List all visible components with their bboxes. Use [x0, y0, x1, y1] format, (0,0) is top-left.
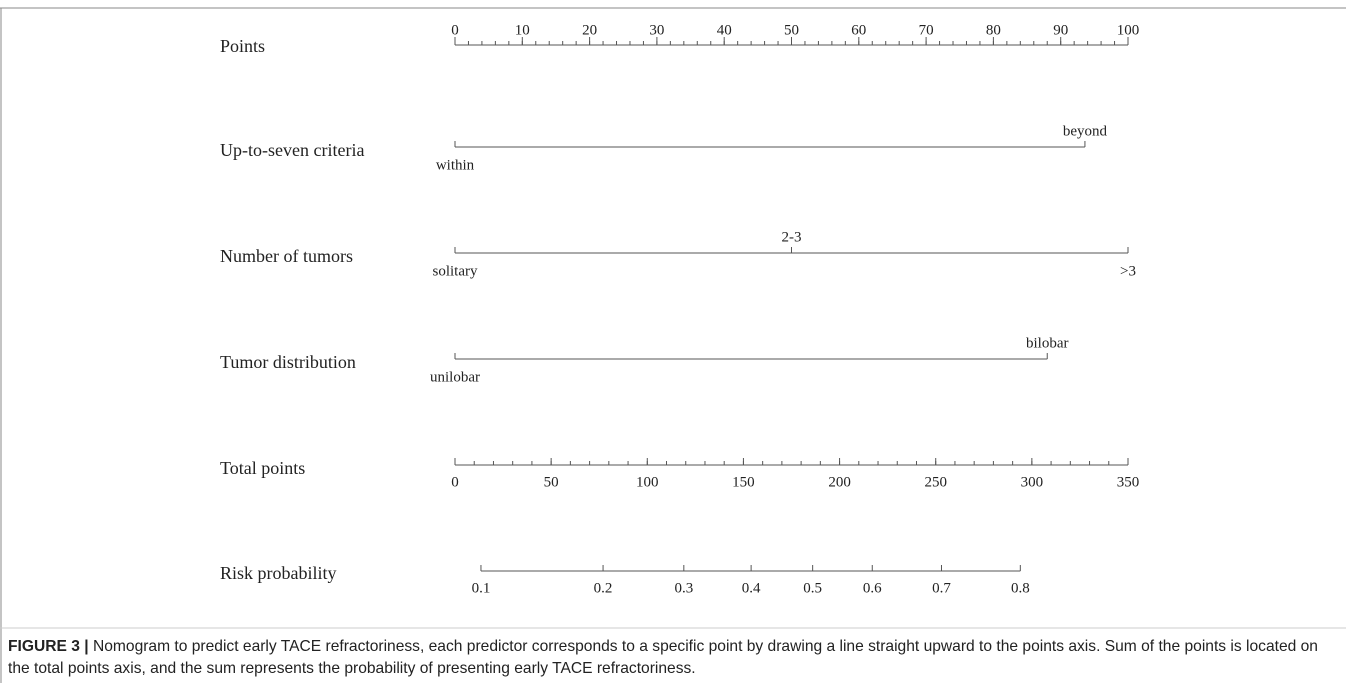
tick-label: 300 [1021, 474, 1044, 490]
row-label: Number of tumors [220, 246, 353, 266]
row-label: Points [220, 36, 265, 56]
level-label: >3 [1120, 263, 1136, 279]
row-label: Tumor distribution [220, 352, 356, 372]
tick-label: 150 [732, 474, 755, 490]
tick-label: 200 [828, 474, 851, 490]
tick-label: 30 [649, 22, 664, 38]
tick-label: 80 [986, 22, 1001, 38]
tick-label: 0.7 [932, 580, 951, 596]
tick-label: 0 [451, 22, 459, 38]
caption-label: FIGURE 3 | [8, 638, 89, 655]
tick-label: 0.6 [863, 580, 882, 596]
level-label: 2-3 [782, 229, 802, 245]
tick-label: 0.8 [1011, 580, 1030, 596]
tick-label: 0.4 [742, 580, 761, 596]
tick-label: 100 [1117, 22, 1140, 38]
caption: FIGURE 3 | Nomogram to predict early TAC… [8, 636, 1318, 680]
tick-label: 90 [1053, 22, 1068, 38]
tick-label: 100 [636, 474, 659, 490]
tick-label: 0.1 [472, 580, 491, 596]
tick-label: 250 [924, 474, 947, 490]
tick-label: 10 [515, 22, 530, 38]
tick-label: 70 [919, 22, 934, 38]
tick-label: 40 [717, 22, 732, 38]
tick-label: 50 [544, 474, 559, 490]
tick-label: 20 [582, 22, 597, 38]
level-label: bilobar [1026, 335, 1069, 351]
level-label: solitary [433, 263, 478, 279]
level-label: unilobar [430, 369, 480, 385]
tick-label: 60 [851, 22, 866, 38]
tick-label: 350 [1117, 474, 1140, 490]
caption-text: Nomogram to predict early TACE refractor… [8, 638, 1318, 677]
level-label: within [436, 157, 475, 173]
tick-label: 0 [451, 474, 459, 490]
tick-label: 0.2 [594, 580, 613, 596]
row-label: Up-to-seven criteria [220, 140, 364, 160]
tick-label: 0.3 [674, 580, 693, 596]
tick-label: 0.5 [803, 580, 822, 596]
level-label: beyond [1063, 123, 1108, 139]
row-label: Risk probability [220, 563, 337, 583]
row-label: Total points [220, 458, 305, 478]
tick-label: 50 [784, 22, 799, 38]
